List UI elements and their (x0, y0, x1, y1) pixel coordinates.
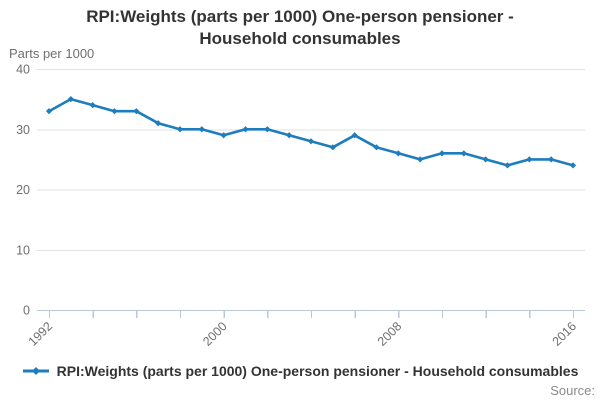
series-marker (438, 150, 446, 157)
series-marker (89, 102, 96, 109)
series-marker (526, 156, 533, 163)
series-marker (569, 162, 577, 169)
y-axis-unit-label: Parts per 1000 (9, 46, 95, 61)
series-marker (67, 96, 74, 103)
series-marker (176, 126, 184, 133)
series-marker (220, 132, 227, 139)
series-marker (198, 126, 205, 133)
series-marker (395, 150, 402, 157)
series-marker (460, 150, 467, 157)
legend-line-with-diamond-icon (22, 365, 50, 377)
chart-title: RPI:Weights (parts per 1000) One-person … (86, 7, 514, 48)
series-marker (242, 126, 249, 133)
legend-item-label[interactable]: RPI:Weights (parts per 1000) One-person … (56, 363, 579, 379)
series-marker (307, 138, 315, 145)
y-tick-label: 0 (23, 304, 30, 318)
x-tick-label: 1992 (26, 319, 56, 349)
series-marker (286, 132, 293, 139)
series-marker (351, 132, 358, 139)
series-marker (548, 156, 555, 163)
y-tick-label: 30 (16, 123, 30, 137)
series-line (47, 97, 575, 167)
series-marker (373, 144, 380, 151)
y-tick-label: 20 (16, 183, 30, 197)
source-label: Source: (550, 383, 595, 398)
series-marker (111, 108, 118, 115)
series-marker (45, 108, 53, 115)
y-tick-label: 10 (16, 243, 30, 257)
series-marker (155, 120, 162, 127)
series-marker (504, 162, 511, 169)
series-marker (329, 144, 336, 151)
line-chart-plot-area: 0 10 20 30 40 1992 2000 2008 2016 (16, 63, 585, 349)
series-marker (482, 156, 489, 163)
legend: RPI:Weights (parts per 1000) One-person … (0, 363, 600, 379)
x-tick-label: 2016 (550, 319, 580, 349)
y-tick-label: 40 (16, 63, 30, 77)
series-marker (264, 126, 271, 133)
x-tick-label: 2000 (200, 319, 230, 349)
x-tick-label: 2008 (375, 319, 405, 349)
series-marker (133, 108, 140, 115)
series-marker (417, 156, 424, 163)
